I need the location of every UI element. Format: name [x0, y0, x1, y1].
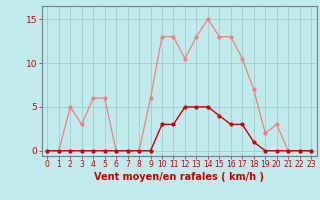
X-axis label: Vent moyen/en rafales ( km/h ): Vent moyen/en rafales ( km/h ) — [94, 172, 264, 182]
